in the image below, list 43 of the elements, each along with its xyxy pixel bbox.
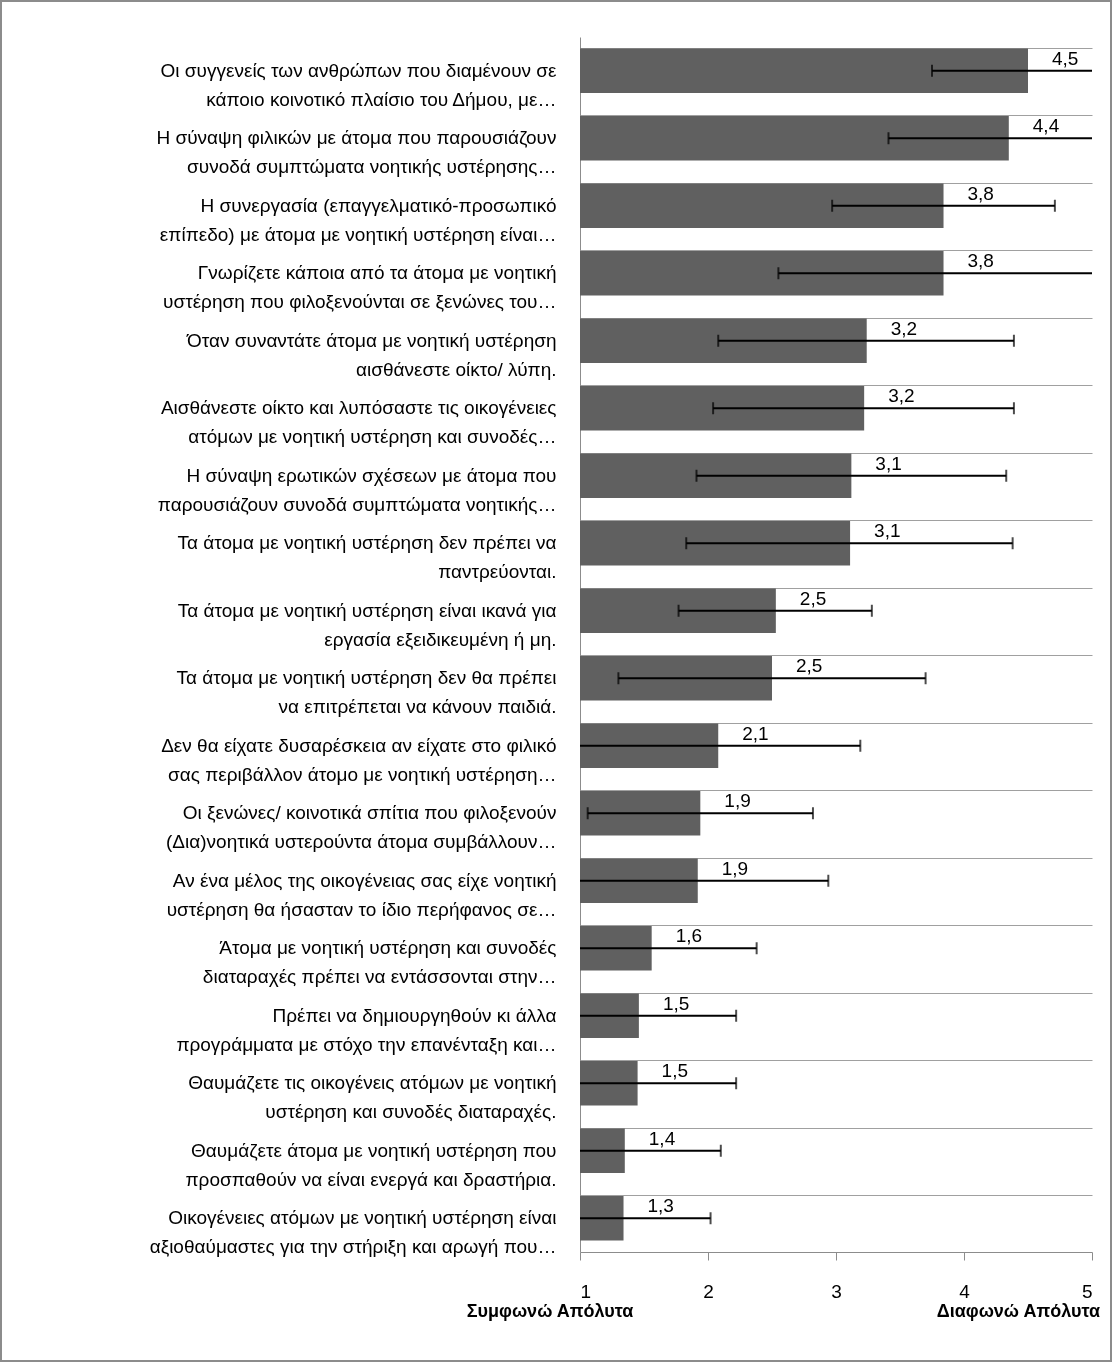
text: Διαφωνώ Απόλυτα <box>936 1301 1100 1321</box>
data-label: 1,9 <box>724 790 751 812</box>
data-label: 2,5 <box>796 655 823 677</box>
y-tick-label: Αν ένα μέλος της οικογένειας σας είχε νοητική υστέρηση θα ήσασταν το ίδιο περήφανος σε… <box>166 869 557 920</box>
x-tick-label: 4 <box>959 1280 971 1302</box>
data-label: 3,1 <box>874 520 901 542</box>
data-label: 2,5 <box>799 587 827 609</box>
data-label: 4,4 <box>1032 115 1060 137</box>
y-tick-label: Οι ξενώνες/ κοινοτικά σπίτια που φιλοξενούν (Δια)νοητικά υστερούντα άτομα συμβάλλουν… <box>166 802 557 853</box>
y-tick-label: Άτομα με νοητική υστέρηση και συνοδές διαταραχές πρέπει να εντάσσονται στην… <box>202 937 557 988</box>
y-tick-label: Η σύναψη ερωτικών σχέσεων με άτομα που παρουσιάζουν συνοδά συμπτώματα νοητικής… <box>157 464 557 515</box>
y-tick-label: Η σύναψη φιλικών με άτομα που παρουσιάζουν συνοδά συμπτώματα νοητικής υστέρησης… <box>156 127 557 178</box>
y-tick-label: Πρέπει να δημιουργηθούν κι άλλα προγράμματα με στόχο την επανένταξη και… <box>176 1004 557 1055</box>
y-tick-label: Δεν θα είχατε δυσαρέσκεια αν είχατε στο φιλικό σας περιβάλλον άτομο με νοητική υστέρηση… <box>161 734 557 785</box>
data-label: 3,2 <box>890 317 918 339</box>
text: Συμφωνώ Απόλυτα <box>466 1301 634 1321</box>
y-tick-label: Τα άτομα με νοητική υστέρηση είναι ικανά για εργασία εξειδικευμένη ή μη. <box>177 599 557 650</box>
data-label: 1,9 <box>721 857 749 879</box>
x-tick-label: 2 <box>703 1280 714 1302</box>
y-tick-label: Θαυμάζετε άτομα με νοητική υστέρηση που προσπαθούν να είναι ενεργά και δραστήρια. <box>185 1139 557 1190</box>
data-label: 4,5 <box>1052 47 1079 69</box>
y-tick-label: Τα άτομα με νοητική υστέρηση δεν θα πρέπει να επιτρέπεται να κάνουν παιδιά. <box>176 667 557 718</box>
data-label: 1,6 <box>675 925 703 947</box>
data-label: 1,4 <box>648 1127 676 1149</box>
x-tick-label: 1 <box>580 1280 592 1302</box>
x-tick-label: 5 <box>1081 1280 1093 1302</box>
data-label: 3,8 <box>967 182 994 204</box>
y-tick-label: Γνωρίζετε κάποια από τα άτομα με νοητική υστέρηση που φιλοξενούνται σε ξενώνες του… <box>163 262 557 313</box>
data-label: 1,5 <box>662 992 690 1014</box>
y-tick-label: Η συνεργασία (επαγγελματικό-προσωπικό επίπεδο) με άτομα με νοητική υστέρηση είναι… <box>159 194 557 245</box>
data-label: 3,1 <box>875 452 902 474</box>
y-tick-label: Οι συγγενείς των ανθρώπων που διαμένουν σε κάποιο κοινοτικό πλαίσιο του Δήμου, με… <box>160 59 558 110</box>
data-label: 1,3 <box>647 1195 674 1217</box>
data-label: 1,5 <box>661 1060 689 1082</box>
data-label: 3,2 <box>888 385 915 407</box>
y-tick-label: Όταν συναντάτε άτομα με νοητική υστέρηση αισθάνεστε οίκτο/ λύπη. <box>186 329 557 380</box>
y-tick-label: Αισθάνεστε οίκτο και λυπόσαστε τις οικογένειες ατόμων με νοητική υστέρηση και συνοδές… <box>160 397 557 448</box>
y-tick-label: Οικογένειες ατόμων με νοητική υστέρηση είναι αξιοθαύμαστες για την στήριξη και αρωγή που… <box>149 1207 557 1258</box>
x-tick-label: 3 <box>831 1280 842 1302</box>
data-label: 2,1 <box>742 722 769 744</box>
y-tick-label: Θαυμάζετε τις οικογένεις ατόμων με νοητική υστέρηση και συνοδές διαταραχές. <box>188 1072 557 1123</box>
y-tick-label: Τα άτομα με νοητική υστέρηση δεν πρέπει να παντρεύονται. <box>177 532 557 583</box>
data-label: 3,8 <box>967 250 994 272</box>
